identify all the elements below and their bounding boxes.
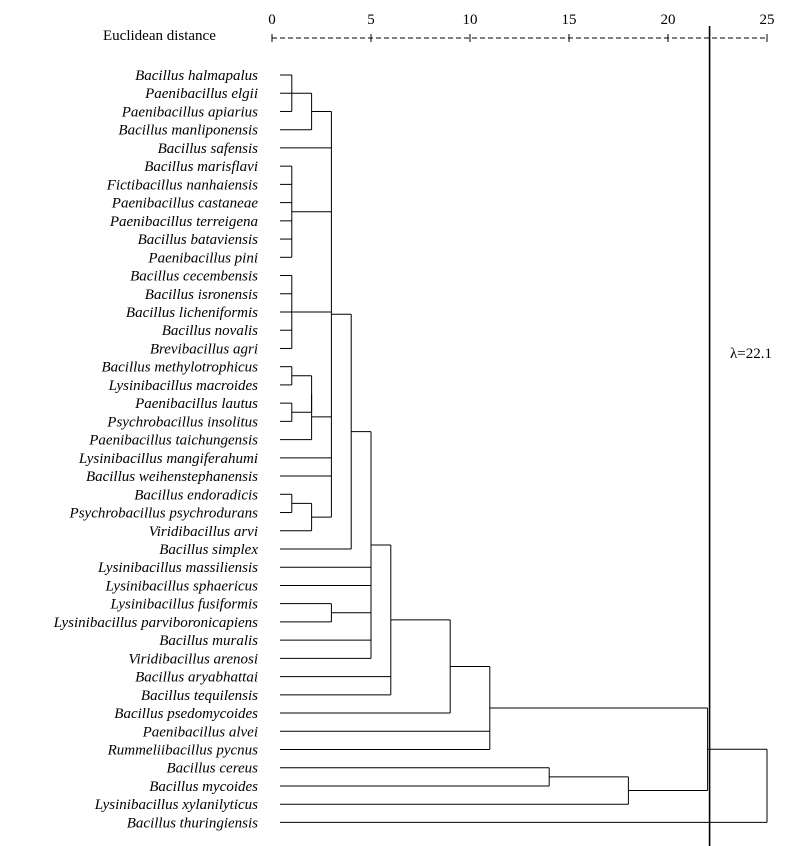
leaf-label: Lysinibacillus macroides <box>108 378 259 394</box>
axis-tick-label: 15 <box>562 12 577 28</box>
leaf-label: Paenibacillus castaneae <box>111 196 259 212</box>
leaf-label: Bacillus novalis <box>162 323 258 339</box>
leaf-label: Bacillus isronensis <box>145 287 258 303</box>
threshold-label: λ=22.1 <box>730 346 772 362</box>
distance-axis: 0 5 10 15 20 25 <box>268 12 775 42</box>
leaf-label: Rummeliibacillus pycnus <box>107 743 259 759</box>
leaf-label: Bacillus safensis <box>158 141 259 157</box>
leaf-label: Bacillus manliponensis <box>118 123 258 139</box>
leaf-label: Lysinibacillus xylanilyticus <box>94 797 258 813</box>
leaf-label: Fictibacillus nanhaiensis <box>106 177 258 193</box>
tree-branches <box>280 74 768 823</box>
leaf-label: Brevibacillus agri <box>150 341 258 357</box>
leaf-label: Bacillus methylotrophicus <box>101 360 258 376</box>
leaf-label: Bacillus cecembensis <box>130 269 258 285</box>
leaf-label: Viridibacillus arenosi <box>128 651 258 667</box>
leaf-label: Lysinibacillus mangiferahumi <box>78 451 258 467</box>
axis-tick-label: 20 <box>661 12 676 28</box>
leaf-label: Paenibacillus terreigena <box>109 214 258 230</box>
axis-tick-label: 10 <box>463 12 478 28</box>
leaf-labels: Bacillus halmapalus Paenibacillus elgii Pa… <box>53 68 259 831</box>
leaf-label: Paenibacillus apiarius <box>121 104 258 120</box>
leaf-label: Lysinibacillus fusiformis <box>110 597 259 613</box>
axis-title: Euclidean distance <box>103 28 216 44</box>
leaf-label: Bacillus bataviensis <box>138 232 259 248</box>
leaf-label: Psychrobacillus insolitus <box>106 414 258 430</box>
axis-tick-label: 0 <box>268 12 276 28</box>
leaf-label: Bacillus licheniformis <box>126 305 258 321</box>
leaf-label: Lysinibacillus sphaericus <box>105 578 259 594</box>
leaf-label: Bacillus muralis <box>159 633 258 649</box>
threshold-cut: λ=22.1 <box>708 26 772 846</box>
axis-tick-label: 5 <box>367 12 375 28</box>
leaf-label: Bacillus thuringiensis <box>127 815 258 831</box>
leaf-label: Paenibacillus lautus <box>134 396 258 412</box>
leaf-label: Bacillus halmapalus <box>135 68 258 84</box>
leaf-label: Viridibacillus arvi <box>149 524 258 540</box>
leaf-label: Bacillus cereus <box>166 761 258 777</box>
leaf-label: Paenibacillus alvei <box>142 724 258 740</box>
leaf-label: Paenibacillus pini <box>147 250 258 266</box>
axis-tick-label: 25 <box>760 12 775 28</box>
leaf-label: Lysinibacillus massiliensis <box>97 560 258 576</box>
leaf-label: Bacillus aryabhattai <box>135 670 258 686</box>
leaf-label: Paenibacillus elgii <box>144 86 258 102</box>
leaf-label: Paenibacillus taichungensis <box>88 433 258 449</box>
leaf-label: Bacillus marisflavi <box>144 159 258 175</box>
leaf-label: Bacillus simplex <box>159 542 258 558</box>
leaf-label: Bacillus psedomycoides <box>114 706 258 722</box>
leaf-label: Bacillus mycoides <box>149 779 258 795</box>
leaf-label: Bacillus weihenstephanensis <box>86 469 258 485</box>
leaf-label: Lysinibacillus parviboronicapiens <box>53 615 259 631</box>
leaf-label: Psychrobacillus psychrodurans <box>69 506 259 522</box>
leaf-label: Bacillus tequilensis <box>141 688 258 704</box>
leaf-label: Bacillus endoradicis <box>134 487 258 503</box>
